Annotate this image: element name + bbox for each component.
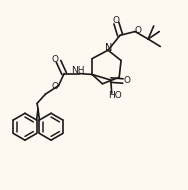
Text: NH: NH — [71, 66, 85, 75]
Text: O: O — [124, 76, 130, 85]
Text: O: O — [135, 26, 142, 36]
Text: N: N — [105, 43, 113, 53]
Text: HO: HO — [109, 90, 122, 100]
Text: O: O — [51, 55, 58, 64]
Text: O: O — [113, 16, 120, 25]
Text: O: O — [51, 82, 58, 91]
